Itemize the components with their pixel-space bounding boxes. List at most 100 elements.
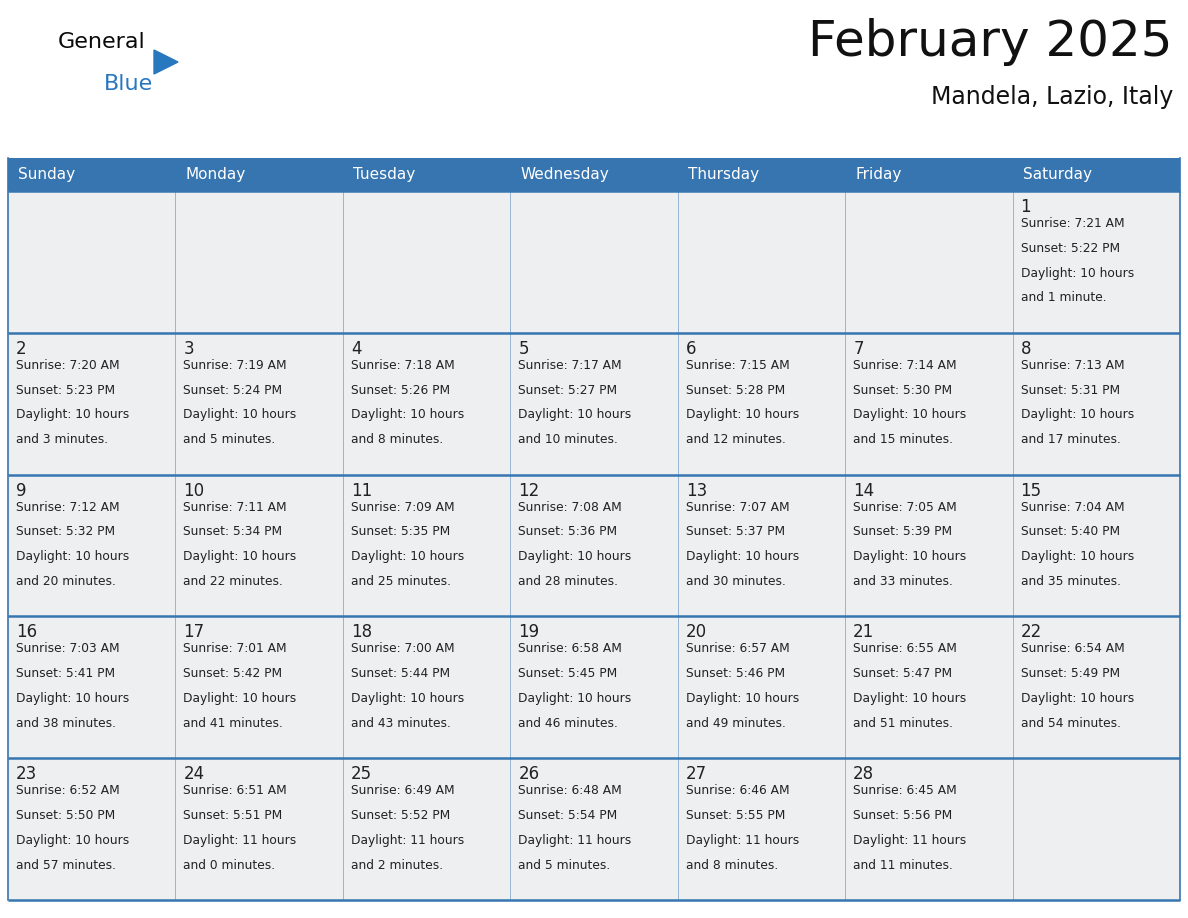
Text: 13: 13 [685, 482, 707, 499]
Text: 2: 2 [15, 340, 26, 358]
Text: Sunrise: 7:12 AM: Sunrise: 7:12 AM [15, 500, 120, 513]
Text: and 3 minutes.: and 3 minutes. [15, 433, 108, 446]
Text: Daylight: 10 hours: Daylight: 10 hours [518, 692, 632, 705]
Bar [1012, 475, 1180, 616]
Text: Sunrise: 6:51 AM: Sunrise: 6:51 AM [183, 784, 287, 797]
Text: and 1 minute.: and 1 minute. [1020, 291, 1106, 305]
Text: Daylight: 10 hours: Daylight: 10 hours [15, 550, 129, 564]
Bar [8, 158, 176, 191]
Text: and 54 minutes.: and 54 minutes. [1020, 717, 1120, 730]
Text: 17: 17 [183, 623, 204, 642]
Bar [511, 158, 677, 191]
Text: Sunrise: 7:08 AM: Sunrise: 7:08 AM [518, 500, 623, 513]
Text: and 57 minutes.: and 57 minutes. [15, 858, 116, 872]
Bar [176, 758, 343, 900]
Text: 26: 26 [518, 766, 539, 783]
Text: 24: 24 [183, 766, 204, 783]
Bar [343, 158, 511, 191]
Text: and 51 minutes.: and 51 minutes. [853, 717, 953, 730]
Text: Sunrise: 6:55 AM: Sunrise: 6:55 AM [853, 643, 958, 655]
Bar [343, 191, 511, 333]
Text: 18: 18 [350, 623, 372, 642]
Text: Daylight: 10 hours: Daylight: 10 hours [518, 550, 632, 564]
Text: February 2025: February 2025 [809, 18, 1173, 66]
Text: 25: 25 [350, 766, 372, 783]
Text: Daylight: 10 hours: Daylight: 10 hours [350, 692, 465, 705]
Text: and 35 minutes.: and 35 minutes. [1020, 575, 1120, 588]
Text: and 33 minutes.: and 33 minutes. [853, 575, 953, 588]
Text: and 43 minutes.: and 43 minutes. [350, 717, 450, 730]
Text: Daylight: 10 hours: Daylight: 10 hours [1020, 409, 1133, 421]
Text: 22: 22 [1020, 623, 1042, 642]
Text: Sunrise: 7:21 AM: Sunrise: 7:21 AM [1020, 217, 1124, 230]
Text: Daylight: 10 hours: Daylight: 10 hours [183, 692, 297, 705]
Text: and 5 minutes.: and 5 minutes. [183, 433, 276, 446]
Bar [343, 333, 511, 475]
Text: Daylight: 11 hours: Daylight: 11 hours [518, 834, 632, 846]
Text: Mandela, Lazio, Italy: Mandela, Lazio, Italy [930, 85, 1173, 109]
Bar [845, 158, 1012, 191]
Text: Sunrise: 6:49 AM: Sunrise: 6:49 AM [350, 784, 455, 797]
Text: Sunrise: 7:09 AM: Sunrise: 7:09 AM [350, 500, 455, 513]
Text: and 46 minutes.: and 46 minutes. [518, 717, 618, 730]
Text: and 20 minutes.: and 20 minutes. [15, 575, 116, 588]
Text: and 38 minutes.: and 38 minutes. [15, 717, 116, 730]
Text: Sunset: 5:23 PM: Sunset: 5:23 PM [15, 384, 115, 397]
Text: Sunset: 5:54 PM: Sunset: 5:54 PM [518, 809, 618, 822]
Bar [1012, 191, 1180, 333]
Bar [8, 191, 176, 333]
Text: and 30 minutes.: and 30 minutes. [685, 575, 785, 588]
Text: Daylight: 10 hours: Daylight: 10 hours [685, 550, 800, 564]
Text: Sunset: 5:31 PM: Sunset: 5:31 PM [1020, 384, 1120, 397]
Text: Sunrise: 6:54 AM: Sunrise: 6:54 AM [1020, 643, 1124, 655]
Text: 15: 15 [1020, 482, 1042, 499]
Text: Daylight: 10 hours: Daylight: 10 hours [15, 409, 129, 421]
Bar [176, 333, 343, 475]
Bar [511, 333, 677, 475]
Text: Sunrise: 7:00 AM: Sunrise: 7:00 AM [350, 643, 455, 655]
Text: Tuesday: Tuesday [353, 167, 415, 182]
Text: 14: 14 [853, 482, 874, 499]
Text: Daylight: 10 hours: Daylight: 10 hours [1020, 692, 1133, 705]
Bar [511, 191, 677, 333]
Text: Sunrise: 7:15 AM: Sunrise: 7:15 AM [685, 359, 790, 372]
Text: Sunset: 5:44 PM: Sunset: 5:44 PM [350, 667, 450, 680]
Text: and 8 minutes.: and 8 minutes. [350, 433, 443, 446]
Bar [343, 475, 511, 616]
Text: Sunset: 5:50 PM: Sunset: 5:50 PM [15, 809, 115, 822]
Text: Wednesday: Wednesday [520, 167, 609, 182]
Text: Sunset: 5:30 PM: Sunset: 5:30 PM [853, 384, 953, 397]
Text: Daylight: 10 hours: Daylight: 10 hours [15, 834, 129, 846]
Text: Daylight: 10 hours: Daylight: 10 hours [853, 692, 966, 705]
Text: Sunrise: 6:48 AM: Sunrise: 6:48 AM [518, 784, 623, 797]
Bar [845, 475, 1012, 616]
Text: Sunset: 5:41 PM: Sunset: 5:41 PM [15, 667, 115, 680]
Bar [511, 758, 677, 900]
Text: Sunset: 5:45 PM: Sunset: 5:45 PM [518, 667, 618, 680]
Bar [1012, 158, 1180, 191]
Text: 21: 21 [853, 623, 874, 642]
Text: Sunset: 5:36 PM: Sunset: 5:36 PM [518, 525, 618, 539]
Text: and 49 minutes.: and 49 minutes. [685, 717, 785, 730]
Text: Daylight: 10 hours: Daylight: 10 hours [685, 409, 800, 421]
Bar [1012, 616, 1180, 758]
Text: Daylight: 10 hours: Daylight: 10 hours [1020, 550, 1133, 564]
Text: Sunrise: 7:04 AM: Sunrise: 7:04 AM [1020, 500, 1124, 513]
Text: Sunset: 5:35 PM: Sunset: 5:35 PM [350, 525, 450, 539]
Text: Sunset: 5:28 PM: Sunset: 5:28 PM [685, 384, 785, 397]
Text: Daylight: 11 hours: Daylight: 11 hours [853, 834, 966, 846]
Text: Sunset: 5:55 PM: Sunset: 5:55 PM [685, 809, 785, 822]
Text: 19: 19 [518, 623, 539, 642]
Text: 11: 11 [350, 482, 372, 499]
Text: and 22 minutes.: and 22 minutes. [183, 575, 283, 588]
Bar [677, 475, 845, 616]
Bar [8, 616, 176, 758]
Text: Sunrise: 7:14 AM: Sunrise: 7:14 AM [853, 359, 956, 372]
Text: Sunrise: 7:13 AM: Sunrise: 7:13 AM [1020, 359, 1124, 372]
Text: and 8 minutes.: and 8 minutes. [685, 858, 778, 872]
Text: Sunset: 5:22 PM: Sunset: 5:22 PM [1020, 241, 1120, 255]
Text: Daylight: 10 hours: Daylight: 10 hours [853, 409, 966, 421]
Text: Sunset: 5:32 PM: Sunset: 5:32 PM [15, 525, 115, 539]
Bar [845, 616, 1012, 758]
Text: Sunrise: 7:18 AM: Sunrise: 7:18 AM [350, 359, 455, 372]
